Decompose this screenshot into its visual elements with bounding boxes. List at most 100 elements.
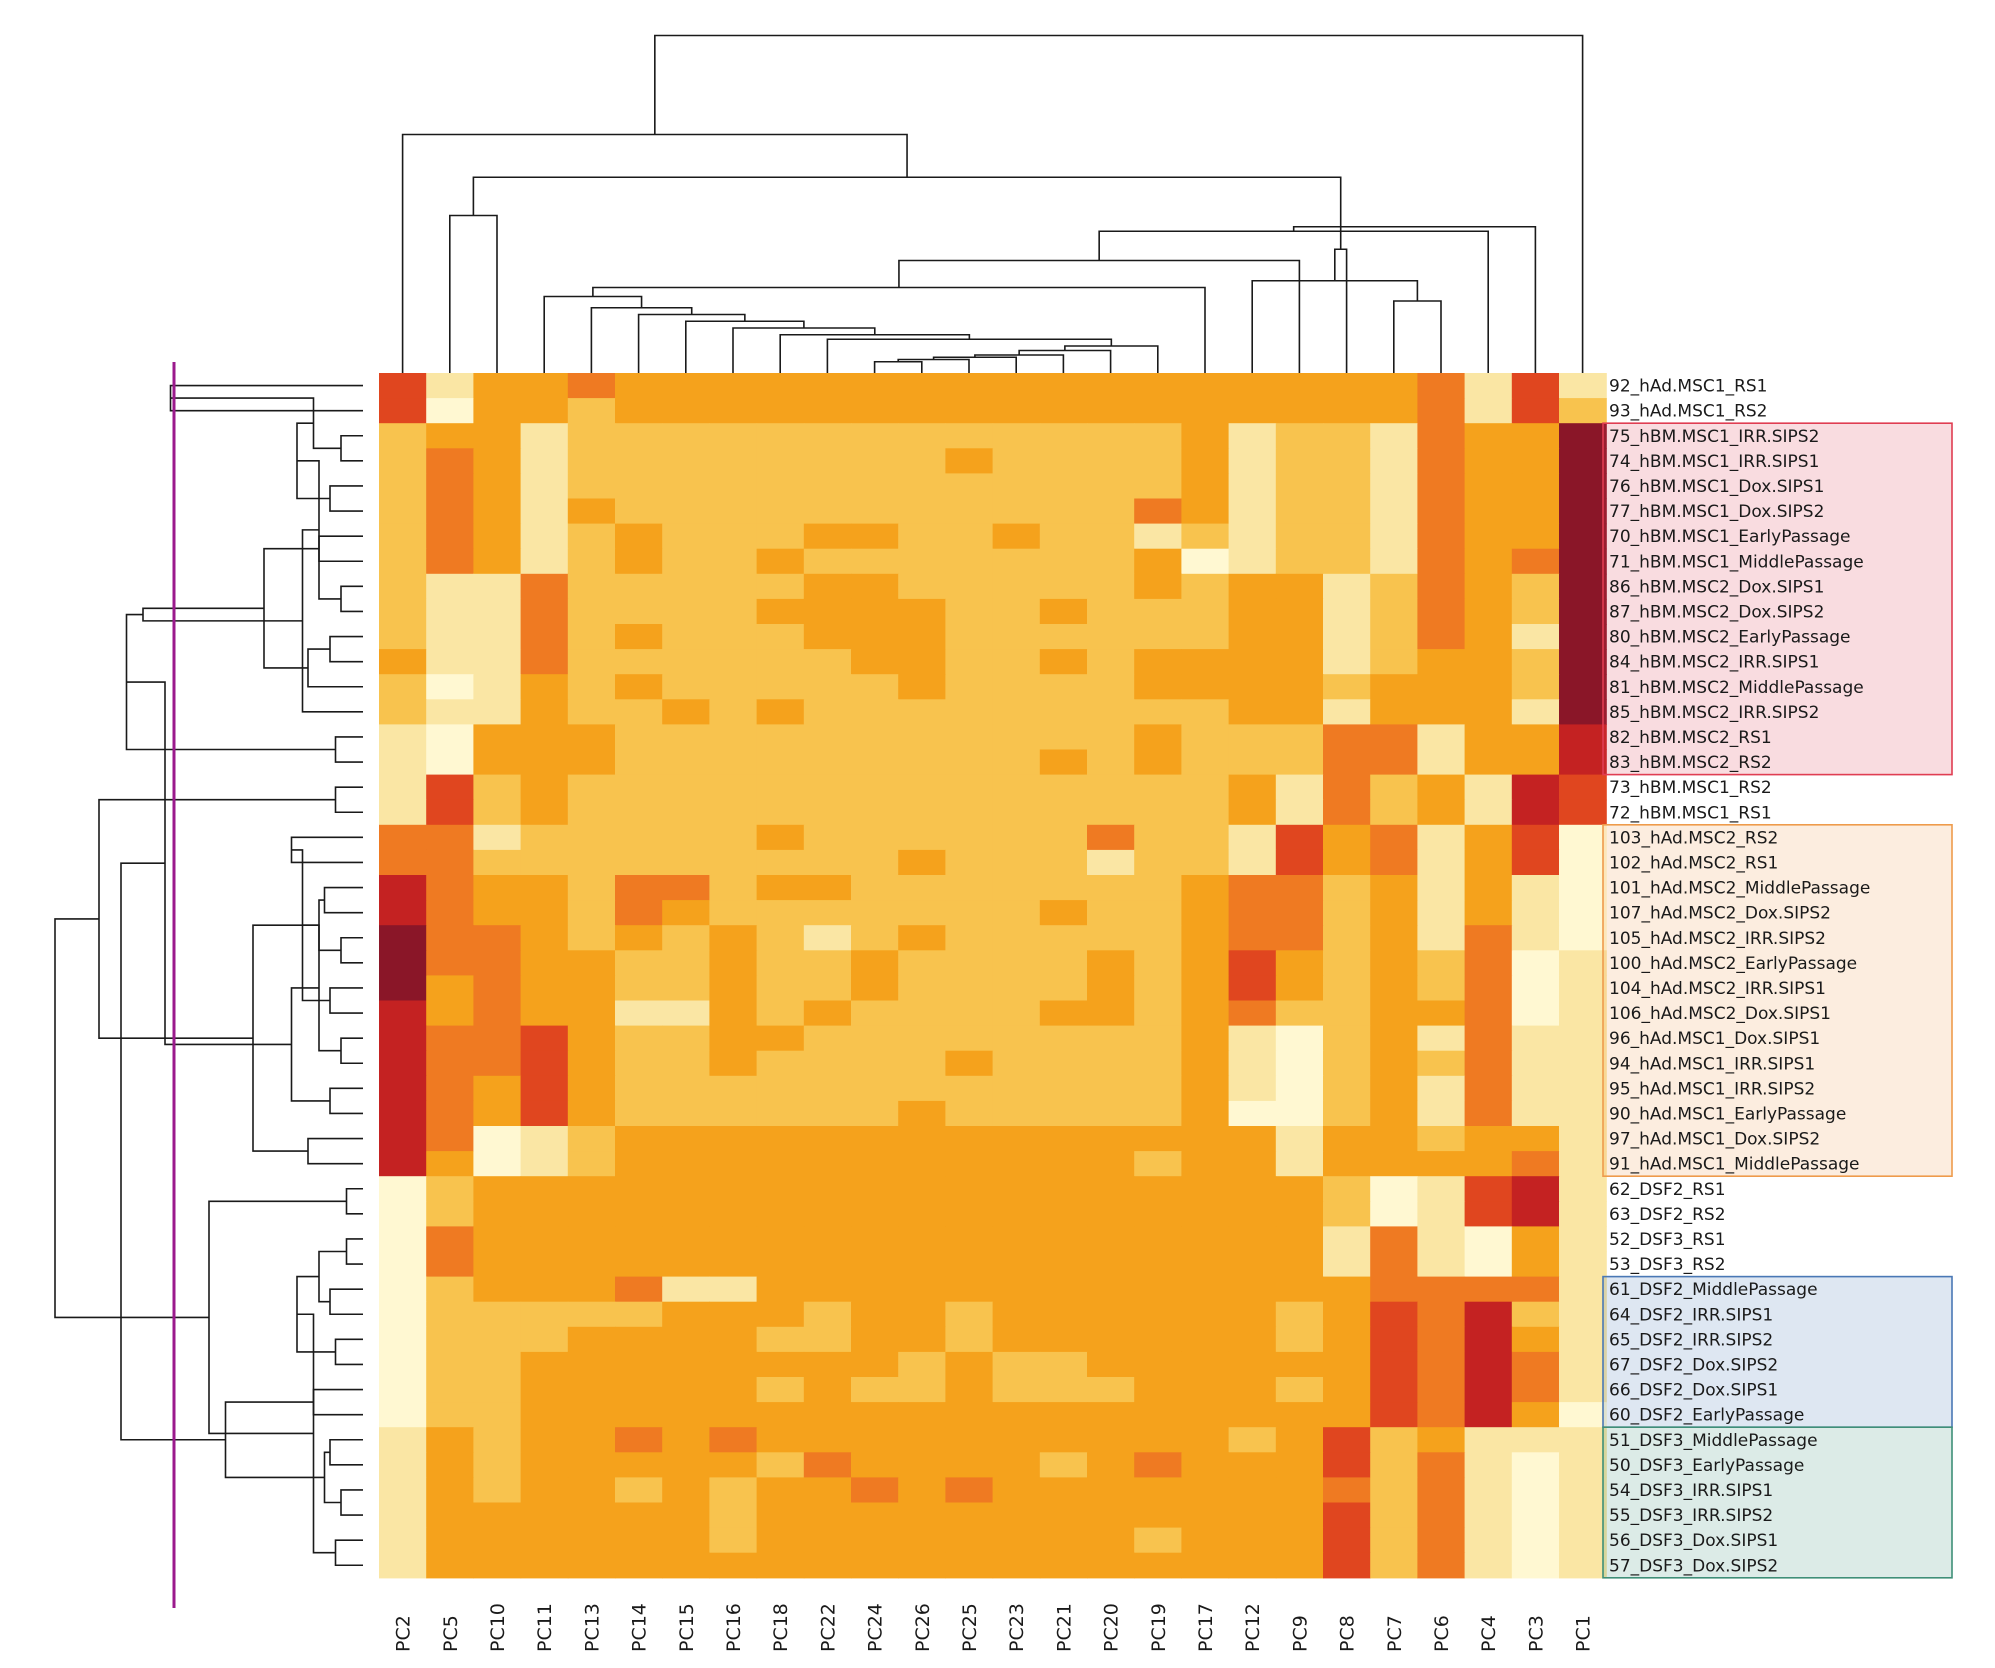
heatmap-cell bbox=[1511, 975, 1560, 1002]
heatmap-cell bbox=[662, 1050, 710, 1077]
heatmap-cell bbox=[992, 749, 1041, 776]
heatmap-cell bbox=[803, 1527, 852, 1554]
heatmap-cell bbox=[567, 799, 616, 826]
heatmap-cell bbox=[803, 950, 852, 976]
heatmap-cell bbox=[1275, 649, 1324, 675]
heatmap-cell bbox=[662, 849, 710, 876]
heatmap-cell bbox=[1417, 1527, 1466, 1554]
heatmap-cell bbox=[1228, 975, 1277, 1002]
heatmap-cell bbox=[379, 1527, 427, 1554]
heatmap-cell bbox=[473, 1075, 522, 1102]
heatmap-cell bbox=[615, 799, 663, 826]
heatmap-cell bbox=[992, 674, 1041, 700]
heatmap-cell bbox=[1134, 1226, 1182, 1253]
heatmap-cell bbox=[945, 1025, 994, 1052]
heatmap-cell bbox=[662, 1427, 710, 1453]
row-label: 60_DSF2_EarlyPassage bbox=[1609, 1406, 1804, 1426]
heatmap-cell bbox=[1323, 1326, 1371, 1353]
heatmap-cell bbox=[992, 1025, 1041, 1052]
heatmap-cell bbox=[615, 1100, 663, 1127]
column-label: PC9 bbox=[1289, 1615, 1311, 1652]
heatmap-cell bbox=[945, 824, 994, 851]
heatmap-cell bbox=[426, 1402, 474, 1428]
heatmap-cell bbox=[1370, 1301, 1418, 1328]
heatmap-cell bbox=[709, 498, 758, 525]
row-label: 61_DSF2_MiddlePassage bbox=[1609, 1280, 1818, 1300]
heatmap-cell bbox=[662, 1402, 710, 1428]
heatmap-cell bbox=[851, 699, 899, 725]
heatmap-cell bbox=[615, 548, 663, 575]
heatmap-cell bbox=[426, 649, 474, 675]
heatmap-cell bbox=[1559, 1452, 1607, 1478]
heatmap-cell bbox=[520, 774, 569, 801]
heatmap-cell bbox=[1228, 1427, 1277, 1453]
heatmap-cell bbox=[1370, 749, 1418, 776]
heatmap-cell bbox=[1417, 699, 1466, 725]
heatmap-cell bbox=[898, 875, 946, 901]
heatmap-cell bbox=[1087, 799, 1135, 826]
heatmap-cell bbox=[1275, 1527, 1324, 1554]
heatmap-cell bbox=[1464, 674, 1513, 700]
heatmap-cell bbox=[1228, 1251, 1277, 1278]
heatmap-cell bbox=[662, 1000, 710, 1027]
row-label: 66_DSF2_Dox.SIPS1 bbox=[1609, 1381, 1778, 1401]
heatmap-cell bbox=[1370, 1050, 1418, 1077]
heatmap-cell bbox=[803, 548, 852, 575]
heatmap-cell bbox=[945, 1502, 994, 1529]
heatmap-cell bbox=[1181, 498, 1230, 525]
heatmap-cell bbox=[756, 1276, 805, 1303]
heatmap-cell bbox=[1417, 849, 1466, 876]
heatmap-cell bbox=[1228, 925, 1277, 951]
heatmap-cell bbox=[1275, 774, 1324, 801]
heatmap-cell bbox=[1417, 1552, 1466, 1579]
heatmap-cell bbox=[615, 523, 663, 550]
heatmap-cell bbox=[992, 1226, 1041, 1253]
heatmap-cell bbox=[615, 950, 663, 976]
heatmap-cell bbox=[803, 373, 852, 399]
heatmap-cell bbox=[1181, 1502, 1230, 1529]
heatmap-cell bbox=[1464, 1151, 1513, 1177]
heatmap-cell bbox=[992, 950, 1041, 976]
column-label: PC25 bbox=[959, 1603, 981, 1652]
heatmap-cell bbox=[615, 1351, 663, 1378]
dendrogram-branch bbox=[301, 529, 363, 713]
heatmap-cell bbox=[1323, 925, 1371, 951]
heatmap-cell bbox=[1417, 373, 1466, 399]
heatmap-cell bbox=[1087, 975, 1135, 1002]
heatmap-cell bbox=[756, 598, 805, 625]
heatmap-cell bbox=[851, 598, 899, 625]
heatmap-cell bbox=[1039, 1025, 1088, 1052]
heatmap-cell bbox=[1039, 1000, 1088, 1027]
column-label: PC13 bbox=[581, 1603, 603, 1652]
heatmap-cell bbox=[1511, 1477, 1560, 1504]
heatmap-cell bbox=[1559, 573, 1607, 600]
heatmap-cell bbox=[1323, 824, 1371, 851]
heatmap-cell bbox=[1134, 649, 1182, 675]
heatmap-cell bbox=[851, 799, 899, 826]
row-labels: 92_hAd.MSC1_RS1 93_hAd.MSC1_RS2 75_hBM.MSC… bbox=[1609, 377, 1870, 1577]
row-label: 62_DSF2_RS1 bbox=[1609, 1180, 1726, 1200]
heatmap-cell bbox=[1559, 1176, 1607, 1202]
heatmap-cell bbox=[756, 875, 805, 901]
heatmap-cell bbox=[567, 950, 616, 976]
heatmap-cell bbox=[662, 1075, 710, 1102]
heatmap-cell bbox=[1464, 849, 1513, 876]
heatmap-cell bbox=[1134, 1151, 1182, 1177]
heatmap-cell bbox=[1134, 398, 1182, 424]
heatmap-cell bbox=[992, 573, 1041, 600]
heatmap-cell bbox=[567, 624, 616, 650]
heatmap-cell bbox=[1464, 1301, 1513, 1328]
heatmap-cell bbox=[1559, 523, 1607, 550]
dendrogram-branch bbox=[329, 987, 363, 1014]
heatmap-cell bbox=[756, 724, 805, 751]
heatmap-cell bbox=[1275, 1201, 1324, 1227]
heatmap-cell bbox=[1134, 1176, 1182, 1202]
dendrogram-branch bbox=[98, 798, 336, 1039]
heatmap-cell bbox=[1323, 1201, 1371, 1227]
column-label: PC16 bbox=[723, 1603, 745, 1652]
heatmap-cell bbox=[615, 1427, 663, 1453]
heatmap-cell bbox=[992, 649, 1041, 675]
heatmap-cell bbox=[615, 624, 663, 650]
dendrogram-branch bbox=[329, 1288, 363, 1316]
heatmap-cell bbox=[1275, 1552, 1324, 1579]
